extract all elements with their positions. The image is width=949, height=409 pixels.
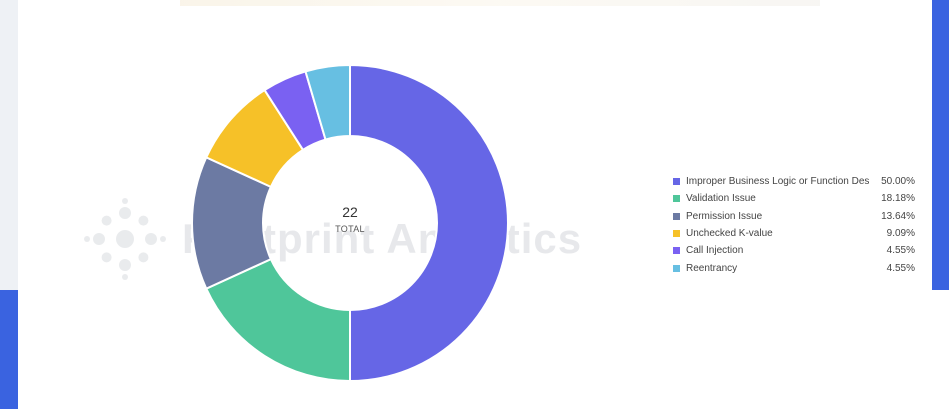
legend-item[interactable]: Permission Issue 13.64% — [673, 208, 915, 225]
background-accent-right — [932, 0, 949, 290]
legend-label: Unchecked K-value — [686, 228, 773, 240]
background-accent-left — [0, 290, 20, 409]
slice-reentrancy[interactable] — [304, 63, 351, 141]
legend-value: 4.55% — [886, 262, 915, 274]
legend-label: Reentrancy — [686, 262, 738, 274]
total-value: 22 — [342, 204, 358, 220]
legend-label: Validation Issue — [686, 193, 756, 205]
legend-swatch — [673, 212, 680, 220]
legend-item[interactable]: Call Injection 4.55% — [673, 242, 915, 259]
legend-item[interactable]: Validation Issue 18.18% — [673, 190, 915, 207]
chart-card-lower — [20, 290, 949, 409]
legend-swatch — [673, 230, 680, 238]
legend-swatch — [673, 247, 680, 255]
total-label: TOTAL — [335, 224, 365, 234]
legend-label: Improper Business Logic or Function Desi… — [686, 176, 869, 188]
header-strip — [180, 0, 820, 6]
legend-value: 13.64% — [881, 210, 915, 222]
legend-value: 9.09% — [886, 228, 915, 240]
legend-label: Permission Issue — [686, 210, 763, 222]
slice-validation-issue[interactable] — [204, 257, 351, 383]
legend-value: 50.00% — [881, 176, 915, 188]
slices-group — [191, 63, 509, 383]
legend: Improper Business Logic or Function Desi… — [673, 173, 915, 277]
legend-item[interactable]: Reentrancy 4.55% — [673, 259, 915, 276]
legend-swatch — [673, 264, 680, 272]
legend-swatch — [673, 178, 680, 186]
legend-item[interactable]: Unchecked K-value 9.09% — [673, 225, 915, 242]
legend-label: Call Injection — [686, 245, 744, 257]
legend-swatch — [673, 195, 680, 203]
slice-improper-business-logic-or-function-design[interactable] — [349, 63, 509, 383]
legend-item[interactable]: Improper Business Logic or Function Desi… — [673, 173, 915, 190]
legend-value: 4.55% — [886, 245, 915, 257]
center-total: 22 TOTAL — [300, 204, 400, 234]
legend-value: 18.18% — [881, 193, 915, 205]
